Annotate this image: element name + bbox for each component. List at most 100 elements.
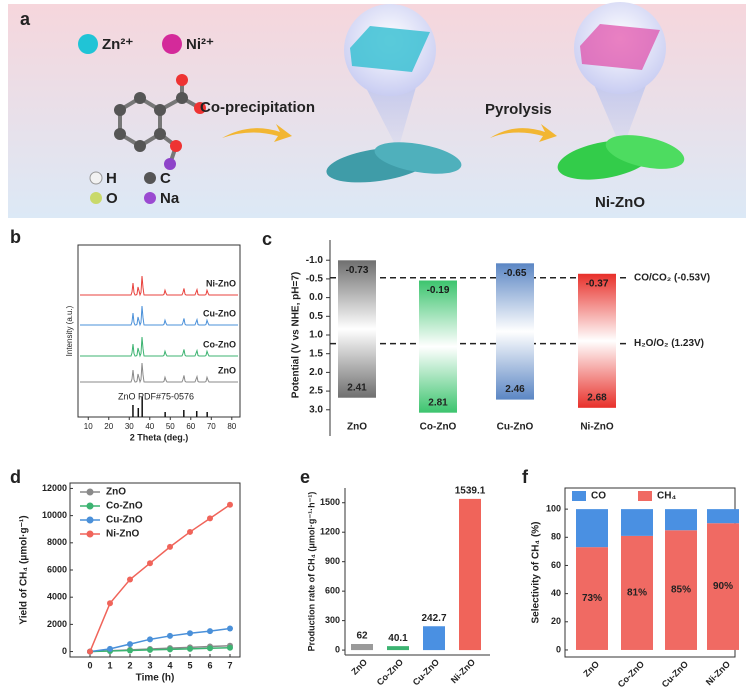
y-tick-label: 0: [62, 646, 67, 656]
vb-label: 2.41: [347, 382, 367, 393]
data-point: [147, 646, 153, 653]
ion-label: Ni²⁺: [186, 36, 214, 53]
y-axis-label: Yield of CH₄ (μmol·g⁻¹): [19, 515, 30, 624]
product-label: Ni-ZnO: [595, 194, 645, 211]
data-point: [207, 515, 213, 522]
x-tick-label: 50: [166, 422, 175, 431]
ni-ion: [162, 34, 182, 54]
lattice: [350, 26, 430, 72]
x-tick-label: 0: [87, 660, 92, 670]
x-tick-label: 3: [147, 660, 152, 670]
data-point: [227, 501, 233, 508]
cb-label: -0.19: [427, 285, 450, 296]
data-point: [147, 560, 153, 567]
reference-label: H₂O/O₂ (1.23V): [634, 338, 704, 349]
y-tick-label: 2000: [47, 619, 67, 629]
data-point: [187, 630, 193, 637]
legend-label: Ni-ZnO: [106, 529, 140, 540]
data-point: [127, 576, 133, 583]
y-tick-label: 20: [551, 616, 561, 626]
data-point: [147, 636, 153, 643]
valence-band: [578, 340, 616, 408]
bar: [459, 498, 481, 651]
x-tick-label: 40: [145, 422, 154, 431]
bar: [351, 643, 373, 651]
data-point: [207, 645, 213, 652]
x-tick-label: 1: [107, 660, 112, 670]
x-tick-label: 20: [104, 422, 113, 431]
valence-band: [419, 346, 457, 413]
vb-label: 2.46: [505, 384, 525, 395]
cone: [362, 80, 418, 150]
data-point: [107, 645, 113, 652]
nanosheet: [605, 135, 685, 169]
value-label: 81%: [627, 588, 647, 599]
y-tick-label: 600: [325, 586, 340, 596]
y-tick-label: 2.5: [309, 386, 323, 397]
conduction-band: [419, 280, 457, 347]
y-tick-label: 0: [556, 644, 561, 654]
category-label: Cu-ZnO: [660, 659, 690, 689]
value-label: 90%: [713, 581, 733, 592]
plot-frame: [77, 244, 241, 418]
y-tick-label: 0.5: [309, 311, 323, 322]
atom-label: H: [106, 170, 117, 187]
atom-o: [90, 192, 102, 204]
data-point: [187, 645, 193, 652]
panel-a: a Zn²⁺ Ni²⁺ H C O Na Co-precipitation Py…: [8, 2, 746, 218]
legend-marker: [86, 530, 94, 538]
bar-segment: [665, 530, 697, 650]
x-tick-label: 4: [167, 660, 172, 670]
series-line: [89, 647, 231, 653]
legend-label: Cu-ZnO: [106, 515, 143, 526]
valence-band: [496, 331, 534, 400]
panel-label: b: [10, 227, 21, 247]
panel-label: f: [522, 467, 529, 487]
y-tick-label: -1.0: [306, 255, 324, 266]
bar-segment: [576, 509, 608, 548]
panel-label: e: [300, 467, 310, 487]
data-point: [167, 646, 173, 653]
value-label: 1539.1: [455, 486, 486, 497]
y-tick-label: 40: [551, 588, 561, 598]
x-tick-label: 30: [125, 422, 134, 431]
cb-label: -0.65: [504, 268, 527, 279]
arrow: [490, 124, 557, 142]
legend-label: CH₄: [657, 491, 676, 502]
bar-segment: [621, 535, 653, 650]
step-label: Co-precipitation: [200, 99, 315, 116]
category-label: Cu-ZnO: [411, 657, 441, 687]
cone: [592, 80, 648, 150]
data-point: [227, 644, 233, 651]
data-point: [167, 543, 173, 550]
y-tick-label: 4000: [47, 592, 67, 602]
y-tick-label: 0.0: [309, 292, 323, 303]
category-label: ZnO: [349, 657, 369, 677]
xrd-curve: [80, 305, 238, 327]
panel-label: d: [10, 467, 21, 487]
legend-label: Co-ZnO: [106, 501, 143, 512]
x-tick-label: 70: [207, 422, 216, 431]
y-tick-label: 1200: [320, 527, 340, 537]
y-tick-label: 2.0: [309, 367, 323, 378]
x-tick-label: 2: [127, 660, 132, 670]
panel-label: a: [20, 9, 31, 29]
y-tick-label: 0: [335, 644, 340, 654]
data-point: [187, 528, 193, 535]
legend-marker: [86, 516, 94, 524]
value-label: 73%: [582, 593, 602, 604]
x-tick-label: 6: [207, 660, 212, 670]
y-tick-label: 300: [325, 615, 340, 625]
category-label: Co-ZnO: [616, 659, 646, 689]
series-line: [89, 504, 231, 652]
category-label: ZnO: [581, 659, 601, 679]
x-tick-label: 7: [227, 660, 232, 670]
y-axis-label: Intensity (a.u.): [65, 305, 74, 356]
x-tick-label: 5: [187, 660, 192, 670]
y-axis-label: Potential (V vs NHE, pH=7): [291, 272, 302, 398]
cb-label: -0.73: [346, 265, 369, 276]
reference-label: ZnO PDF#75-0576: [118, 391, 194, 401]
atom-na: [144, 192, 156, 204]
data-point: [127, 647, 133, 654]
vb-label: 2.68: [587, 392, 607, 403]
